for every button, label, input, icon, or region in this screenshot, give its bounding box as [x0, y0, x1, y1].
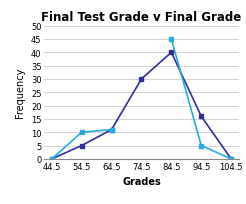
X-axis label: Grades: Grades	[122, 176, 161, 186]
Title: Final Test Grade v Final Grade: Final Test Grade v Final Grade	[41, 11, 242, 24]
Y-axis label: Frequency: Frequency	[15, 68, 25, 118]
